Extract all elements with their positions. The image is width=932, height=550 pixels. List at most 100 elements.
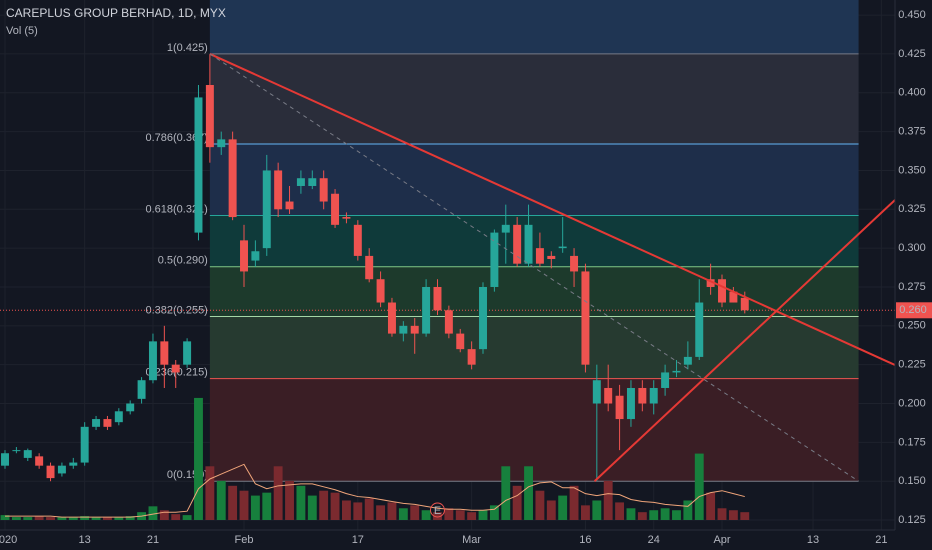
volume-bar: [159, 510, 169, 520]
volume-ma-line: [5, 463, 745, 518]
candle-body: [638, 387, 647, 404]
volume-bar: [717, 508, 727, 520]
candle-body: [308, 178, 317, 186]
fib-label: 0.236(0.215): [145, 367, 207, 379]
volume-bar: [80, 516, 90, 520]
volume-bar: [478, 510, 488, 520]
volume-bar: [603, 480, 613, 520]
candle-body: [740, 297, 749, 311]
plot-layer: E: [0, 53, 896, 520]
candle-body: [706, 279, 715, 287]
volume-bar: [250, 495, 260, 520]
x-tick-label: 24: [648, 534, 660, 546]
volume-bar: [285, 480, 294, 520]
candle-body: [422, 286, 431, 334]
volume-bar: [11, 517, 21, 520]
fib-label: 0.382(0.255): [145, 304, 207, 316]
candle-body: [331, 193, 340, 225]
y-tick-label: 0.450: [898, 9, 926, 21]
y-tick-label: 0.325: [898, 203, 926, 215]
candle-body: [661, 372, 670, 388]
candle-body: [319, 178, 328, 202]
volume-bar: [0, 515, 10, 520]
fib-band: [209, 266, 859, 317]
candle-body: [592, 380, 601, 404]
volume-bar: [376, 505, 386, 520]
fib-band: [209, 378, 859, 482]
fib-label: 0.786(0.367): [145, 132, 207, 144]
volume-bar: [364, 498, 374, 520]
candle-body: [535, 248, 544, 264]
volume-bar: [728, 510, 738, 520]
x-tick-label: 17: [352, 534, 364, 546]
candle-body: [524, 224, 533, 264]
axis-layer: 0.450 0.425 0.400 0.375 0.350 0.325 0.300 0.275…: [0, 9, 932, 546]
y-tick-label: 0.225: [898, 359, 926, 371]
volume-bar: [68, 517, 78, 520]
candle-body: [626, 387, 635, 420]
volume-bar: [398, 508, 408, 520]
volume-bar: [353, 502, 363, 520]
candle-body: [649, 387, 658, 404]
volume-bar: [512, 485, 522, 520]
volume-bar: [740, 512, 750, 520]
candle-body: [46, 465, 55, 479]
volume-bar: [57, 517, 67, 520]
volume-bar: [319, 490, 329, 520]
candle-body: [137, 380, 146, 399]
candle-body: [217, 139, 226, 148]
candle-body: [285, 201, 294, 210]
volume-bar: [148, 506, 158, 520]
x-tick-label: 2020: [0, 534, 17, 546]
candle-body: [718, 279, 726, 303]
volume-bar: [125, 516, 135, 520]
fib-band: [209, 215, 859, 267]
candle-body: [615, 395, 624, 420]
volume-bar: [102, 517, 112, 520]
volume-bar: [706, 492, 716, 520]
volume-bar: [569, 485, 579, 520]
y-tick-label: 0.200: [898, 397, 926, 409]
candle-body: [228, 139, 237, 218]
background-layer: 1(0.425) 0.786(0.367) 0.618(0.321) 0.5(0.29…: [0, 0, 895, 530]
candle-body: [410, 325, 419, 334]
candle-body: [57, 465, 66, 474]
candle-body: [240, 240, 248, 272]
candle-body: [558, 246, 567, 249]
candle-body: [296, 178, 305, 186]
fib-label: 0.618(0.321): [145, 203, 207, 215]
x-tick-label: 21: [147, 534, 159, 546]
volume-bar: [467, 512, 477, 520]
y-tick-label: 0.125: [898, 514, 926, 526]
volume-bar: [228, 485, 238, 520]
candle-body: [92, 419, 101, 427]
volume-bar: [524, 466, 533, 520]
candle-body: [205, 84, 214, 148]
volume-bar: [182, 515, 192, 520]
candle-body: [80, 426, 89, 463]
candle-body: [604, 387, 613, 404]
candle-body: [444, 310, 453, 334]
x-tick-label: 13: [79, 534, 91, 546]
volume-bar: [410, 505, 420, 520]
candle-body: [251, 251, 260, 261]
candle-body: [114, 411, 123, 423]
volume-bar: [114, 517, 124, 520]
candle-body: [387, 302, 396, 334]
volume-bar: [444, 508, 454, 520]
volume-bar: [421, 510, 431, 520]
candle-body: [490, 232, 499, 287]
candle-body: [353, 224, 362, 256]
last-price-badge: [896, 302, 932, 319]
earnings-label: E: [434, 505, 441, 517]
candle-body: [433, 286, 442, 311]
y-tick-label: 0.175: [898, 436, 926, 448]
fib-band: [209, 316, 859, 379]
candle-body: [69, 462, 78, 466]
candle-body: [467, 349, 476, 365]
x-tick-label: 16: [579, 534, 591, 546]
x-tick-label: 13: [807, 534, 819, 546]
volume-bar: [626, 508, 636, 520]
